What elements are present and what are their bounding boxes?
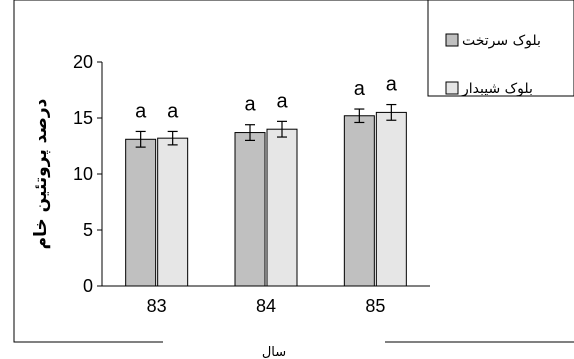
data-label-83-series-1: a xyxy=(135,100,147,122)
y-tick-label-20: 20 xyxy=(73,52,93,72)
legend: بلوک سرتخت بلوک شیبدار xyxy=(427,0,574,97)
error-bar-84-series-1 xyxy=(245,124,255,141)
data-label-85-series-1: a xyxy=(354,78,366,100)
error-bar-83-series-1 xyxy=(135,130,146,148)
y-tick-label-10: 10 xyxy=(73,164,93,184)
x-axis-ticks: 83 84 85 xyxy=(147,296,386,316)
x-tick-label-85: 85 xyxy=(365,296,385,316)
data-label-83-series-2: a xyxy=(167,100,179,122)
error-bar-85-series-1 xyxy=(354,108,365,124)
y-axis-title: درصد پروتئین خام xyxy=(31,98,51,249)
bar-85-series-1 xyxy=(343,115,375,287)
legend-label-series-1: بلوک سرتخت xyxy=(462,33,541,49)
x-tick-label-83: 83 xyxy=(147,296,167,316)
y-axis-ticks: 0 5 10 15 20 xyxy=(73,52,102,296)
x-tick-label-84: 84 xyxy=(256,296,276,316)
bars xyxy=(125,111,407,287)
error-bar-85-series-2 xyxy=(386,103,397,121)
bar-85-series-2 xyxy=(375,111,407,287)
y-tick-label-0: 0 xyxy=(83,276,93,296)
y-tick-label-15: 15 xyxy=(73,108,93,128)
bar-84-series-2 xyxy=(266,128,298,287)
legend-swatch-series-2 xyxy=(445,81,459,95)
error-bar-84-series-2 xyxy=(277,120,287,138)
error-bars xyxy=(135,103,397,148)
error-bar-83-series-2 xyxy=(167,130,178,146)
bar-84-series-1 xyxy=(234,132,266,287)
data-label-84-series-2: a xyxy=(276,90,288,112)
legend-label-series-2: بلوک شیبدار xyxy=(461,81,533,97)
legend-box xyxy=(427,0,574,97)
data-label-84-series-1: a xyxy=(244,94,256,116)
data-labels: a a a aa a xyxy=(135,74,398,123)
legend-swatch-series-1 xyxy=(445,33,459,47)
bar-83-series-2 xyxy=(157,137,189,287)
bar-83-series-1 xyxy=(125,138,157,287)
x-axis-title: سال xyxy=(262,345,286,359)
chart-frame-left xyxy=(13,0,574,343)
data-label-85-series-2: a xyxy=(386,74,398,96)
y-tick-label-5: 5 xyxy=(83,220,93,240)
